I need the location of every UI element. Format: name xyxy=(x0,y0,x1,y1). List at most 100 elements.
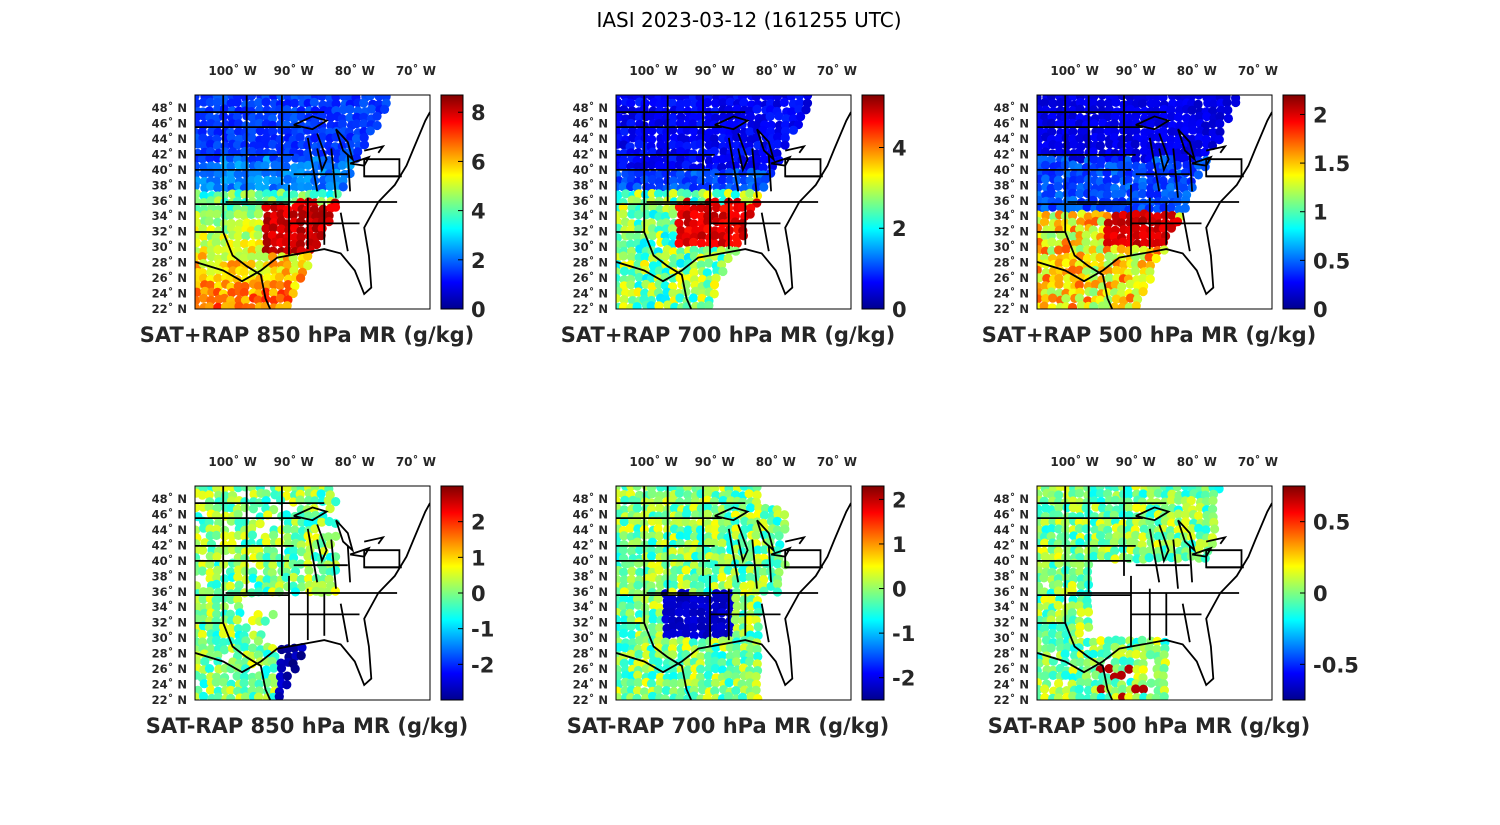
retrieval-point xyxy=(668,600,678,611)
retrieval-point xyxy=(1074,265,1084,275)
retrieval-point xyxy=(195,210,201,220)
retrieval-point xyxy=(205,551,215,561)
retrieval-point xyxy=(738,565,748,575)
retrieval-point xyxy=(1054,524,1064,534)
retrieval-point xyxy=(723,253,733,264)
state-boundaries xyxy=(1037,95,1272,309)
retrieval-point xyxy=(616,671,623,681)
lon-tick-label: 70˚ W xyxy=(1238,63,1278,78)
boundary-line xyxy=(737,524,749,564)
retrieval-point xyxy=(232,140,243,150)
retrieval-point xyxy=(627,546,637,556)
retrieval-point xyxy=(199,679,209,689)
retrieval-point xyxy=(689,268,699,278)
retrieval-point xyxy=(653,657,663,667)
colorbar-tick-label: 0 xyxy=(892,578,907,602)
retrieval-point xyxy=(738,572,748,583)
retrieval-point xyxy=(661,686,672,696)
retrieval-point xyxy=(1074,488,1085,498)
retrieval-point xyxy=(723,188,734,198)
retrieval-point xyxy=(1082,694,1093,700)
retrieval-point xyxy=(681,628,691,639)
retrieval-point xyxy=(298,210,308,220)
lon-tick-label: 70˚ W xyxy=(396,63,436,78)
retrieval-point xyxy=(204,517,214,527)
lon-tick-label: 100˚ W xyxy=(629,454,677,469)
retrieval-point xyxy=(1146,678,1156,688)
retrieval-point xyxy=(247,530,257,540)
boundary-line xyxy=(1188,545,1193,583)
retrieval-point xyxy=(723,580,734,590)
lon-tick-label: 90˚ W xyxy=(1116,454,1156,469)
retrieval-point xyxy=(211,595,221,605)
boundary-line xyxy=(1191,155,1213,167)
retrieval-point xyxy=(288,559,298,569)
retrieval-point xyxy=(275,672,286,682)
retrieval-point xyxy=(1131,684,1141,694)
retrieval-point xyxy=(212,552,222,562)
retrieval-point xyxy=(675,497,685,507)
retrieval-point xyxy=(710,663,721,674)
lon-tick-label: 100˚ W xyxy=(1050,63,1098,78)
boundary-line xyxy=(1181,212,1191,252)
retrieval-point xyxy=(1146,119,1156,129)
retrieval-point xyxy=(719,594,729,604)
retrieval-point xyxy=(1074,293,1084,303)
retrieval-point xyxy=(717,651,727,661)
retrieval-point xyxy=(641,693,651,700)
retrieval-point xyxy=(675,293,685,303)
retrieval-point xyxy=(303,182,313,192)
retrieval-point xyxy=(234,301,244,309)
lat-tick-label: 44˚ N xyxy=(994,131,1029,146)
retrieval-point xyxy=(704,156,715,166)
retrieval-point xyxy=(718,211,729,221)
retrieval-point xyxy=(1098,149,1108,159)
colorbar-tick-label: 0 xyxy=(892,298,907,322)
retrieval-point xyxy=(282,680,292,690)
boundary-line xyxy=(785,144,807,154)
lat-tick-label: 42˚ N xyxy=(152,146,187,161)
retrieval-point xyxy=(646,160,657,170)
retrieval-point xyxy=(1140,238,1150,248)
retrieval-point xyxy=(281,510,291,520)
retrieval-point xyxy=(1053,579,1063,589)
retrieval-point xyxy=(648,231,658,241)
lat-tick-label: 34˚ N xyxy=(994,208,1029,223)
retrieval-point xyxy=(626,574,637,585)
retrieval-point xyxy=(1208,119,1218,129)
retrieval-point xyxy=(247,126,257,136)
boundary-line xyxy=(785,535,807,545)
retrieval-point xyxy=(241,623,251,633)
retrieval-point xyxy=(745,127,755,137)
retrieval-point xyxy=(296,559,306,569)
retrieval-point xyxy=(711,565,722,575)
retrieval-point xyxy=(276,224,286,234)
retrieval-point xyxy=(675,531,685,541)
lat-tick-label: 48˚ N xyxy=(152,491,187,506)
retrieval-point xyxy=(205,153,215,163)
retrieval-point xyxy=(646,111,656,121)
lat-tick-label: 42˚ N xyxy=(573,146,608,161)
boundary-line xyxy=(195,502,430,687)
retrieval-point xyxy=(1215,127,1225,137)
retrieval-point xyxy=(1110,174,1121,184)
retrieval-point xyxy=(1123,175,1133,185)
retrieval-point xyxy=(1118,210,1128,220)
boundary-line xyxy=(349,155,371,167)
retrieval-point xyxy=(268,139,278,149)
retrieval-point xyxy=(697,231,707,241)
retrieval-point xyxy=(780,524,790,534)
retrieval-point xyxy=(233,624,243,634)
retrieval-point xyxy=(627,125,638,135)
lat-tick-label: 48˚ N xyxy=(994,100,1029,115)
figure-title: IASI 2023-03-12 (161255 UTC) xyxy=(596,8,901,32)
retrieval-point xyxy=(1095,245,1105,255)
retrieval-point xyxy=(1048,293,1058,303)
retrieval-point xyxy=(738,231,749,241)
retrieval-point xyxy=(199,191,209,201)
retrieval-point xyxy=(1061,294,1071,304)
retrieval-point xyxy=(1081,237,1091,247)
retrieval-point xyxy=(1037,630,1043,640)
retrieval-point xyxy=(345,168,355,179)
retrieval-point xyxy=(745,209,755,219)
